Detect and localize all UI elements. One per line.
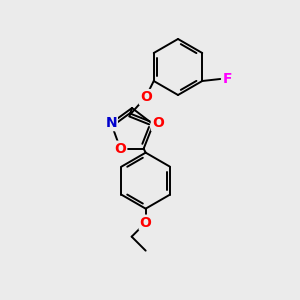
Text: F: F: [223, 72, 232, 86]
Text: O: O: [152, 116, 164, 130]
Text: O: O: [114, 142, 126, 156]
Text: O: O: [140, 90, 152, 104]
Text: N: N: [105, 116, 117, 130]
Text: O: O: [140, 216, 152, 230]
